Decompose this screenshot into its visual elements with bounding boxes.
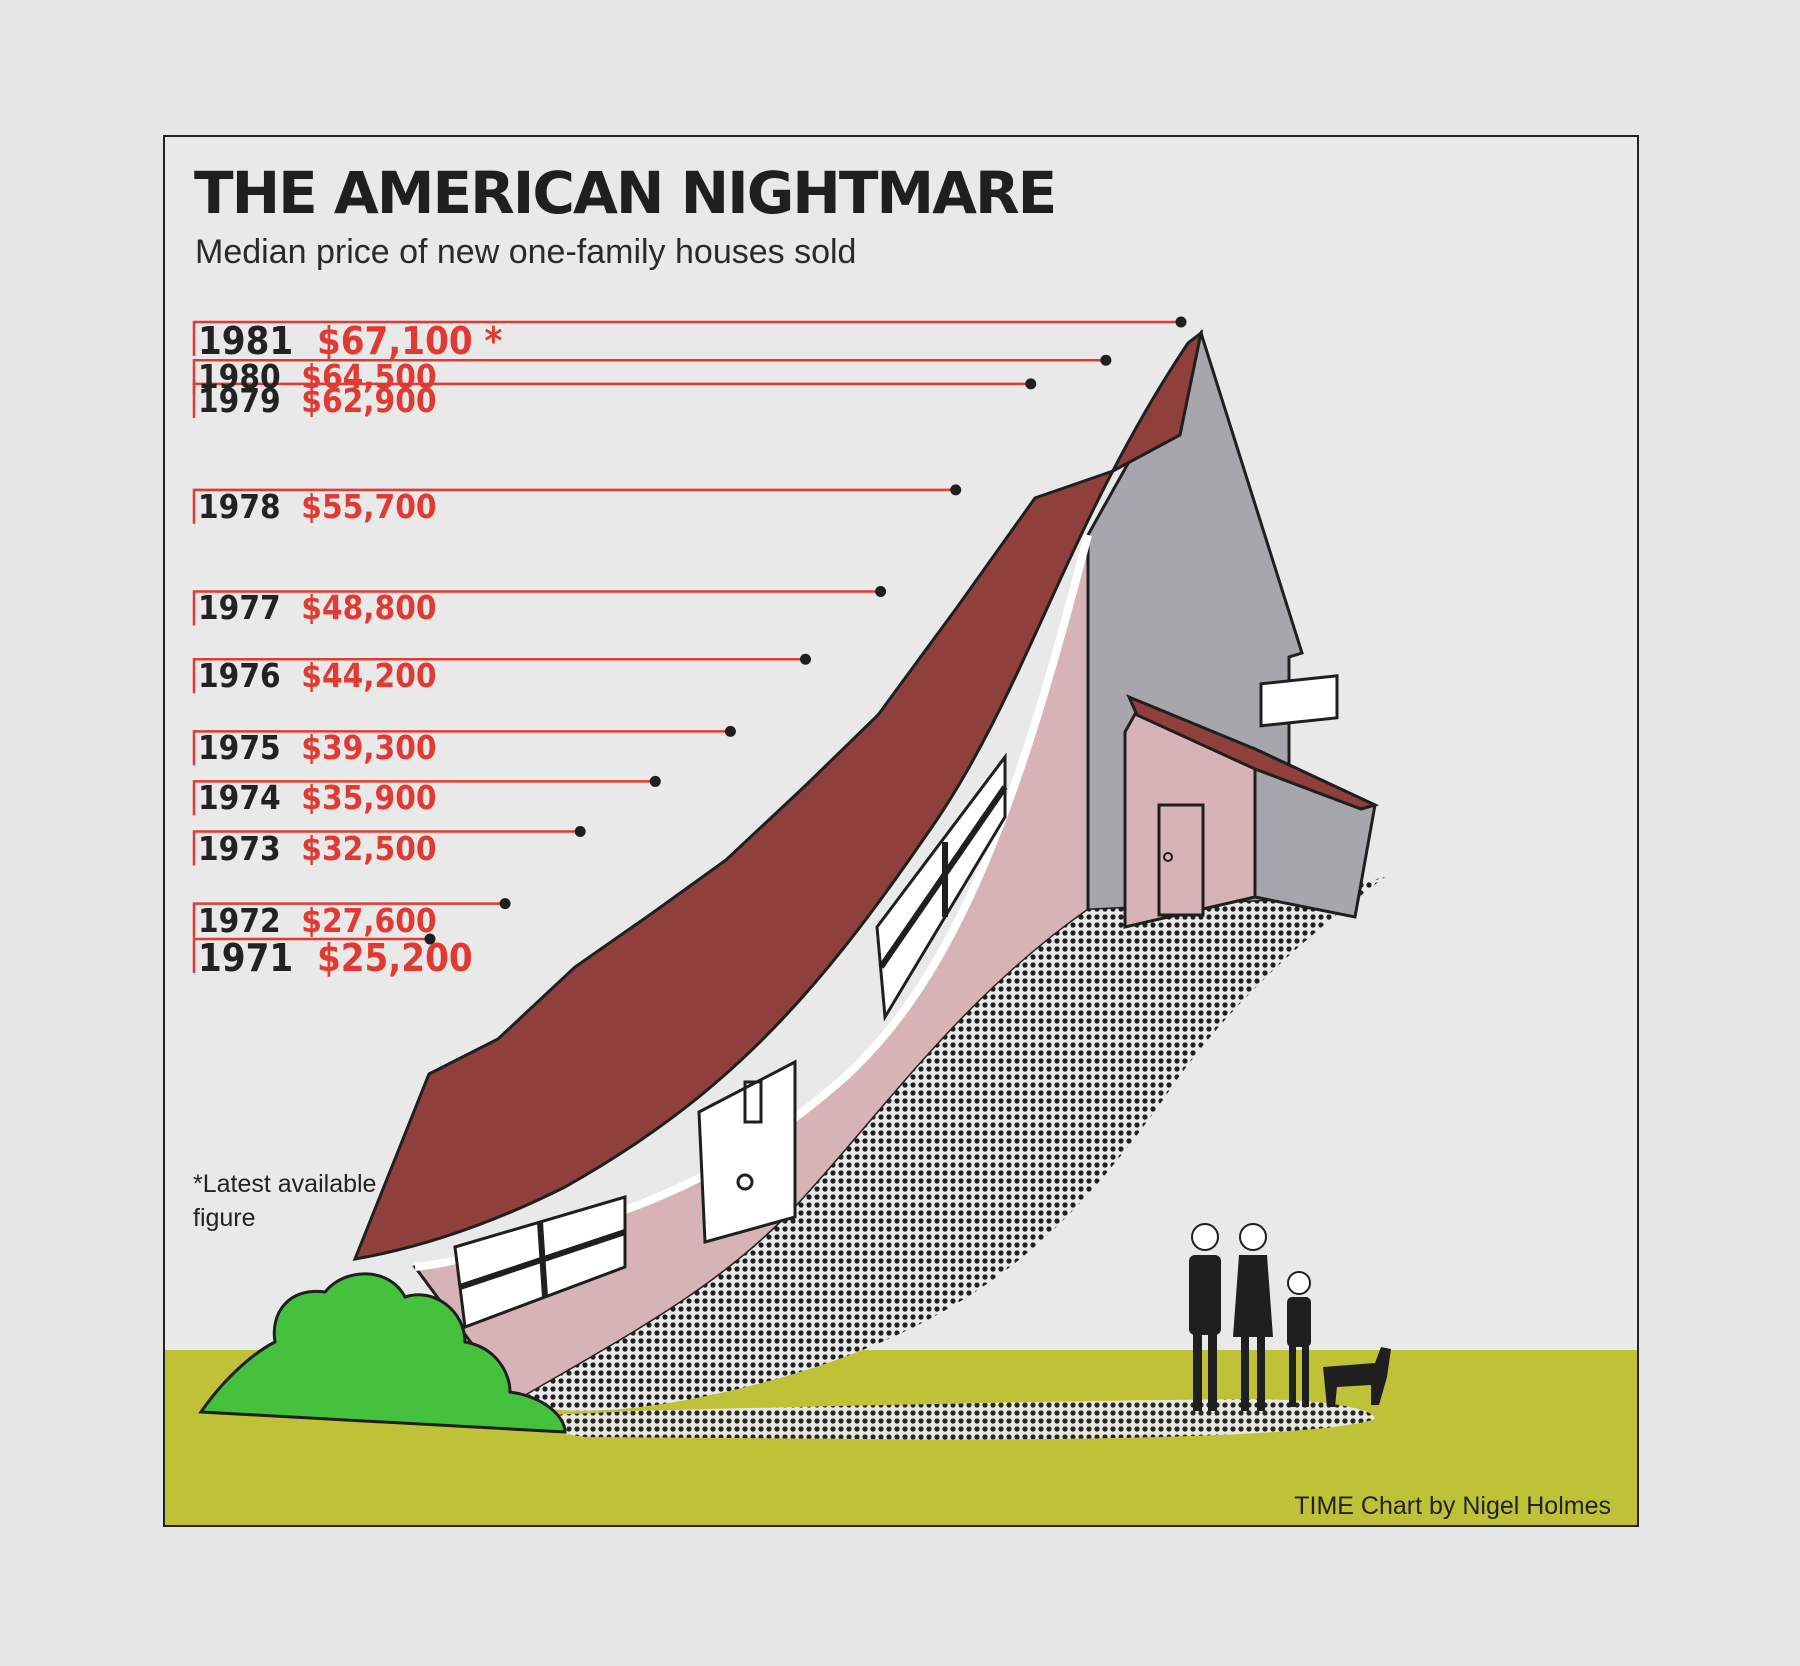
roof-point-1971 xyxy=(424,933,436,945)
leader-lines xyxy=(192,316,1187,973)
year-label: 1978 xyxy=(198,486,281,526)
year-price-label: 1972 $27,600 xyxy=(198,904,437,937)
chart-frame: THE AMERICAN NIGHTMARE Median price of n… xyxy=(163,135,1639,1527)
year-price-label: 1978 $55,700 xyxy=(198,490,437,523)
chart-credit: TIME Chart by Nigel Holmes xyxy=(1294,1492,1611,1520)
roof-point-1976 xyxy=(800,653,811,665)
year-label: 1979 xyxy=(198,380,281,420)
house-illustration xyxy=(165,316,1637,1525)
year-label: 1974 xyxy=(198,778,281,818)
price-label: $32,500 xyxy=(280,828,437,868)
price-label: $39,300 xyxy=(280,728,437,768)
bush-icon xyxy=(198,1272,567,1434)
year-price-label: 1974 $35,900 xyxy=(198,781,437,814)
house-roof xyxy=(352,329,1204,1261)
price-label: $62,900 xyxy=(280,380,437,420)
chart-title: THE AMERICAN NIGHTMARE xyxy=(194,159,1057,227)
price-label: $55,700 xyxy=(280,486,437,526)
porch-roof xyxy=(1126,694,1380,811)
price-label: $48,800 xyxy=(280,588,437,628)
front-window-small xyxy=(453,1194,627,1330)
roof-point-1972 xyxy=(499,898,511,910)
leader-line-1980 xyxy=(192,359,1106,395)
leader-line-1978 xyxy=(192,488,956,524)
year-price-label: 1980 $64,500 xyxy=(198,360,437,393)
roof-point-1978 xyxy=(950,484,962,496)
leader-line-1973 xyxy=(192,830,581,866)
leader-line-1971 xyxy=(192,937,430,973)
leader-line-1972 xyxy=(192,902,506,938)
roof-point-1973 xyxy=(574,826,586,838)
roof-point-1974 xyxy=(649,775,661,787)
family-with-dog-icon xyxy=(1189,1223,1391,1411)
roof-point-1977 xyxy=(875,585,887,597)
roof-point-1979 xyxy=(1025,378,1037,390)
year-price-label: 1971 $25,200 xyxy=(198,939,473,977)
front-door xyxy=(697,1059,797,1244)
leader-line-1977 xyxy=(192,590,881,626)
price-label: $27,600 xyxy=(280,900,437,940)
price-label: $25,200 xyxy=(293,936,473,980)
price-label: $35,900 xyxy=(280,778,437,818)
roof-point-1981 xyxy=(1175,316,1187,328)
roof-point-1980 xyxy=(1100,354,1112,366)
year-label: 1976 xyxy=(198,656,281,696)
price-label: $67,100 * xyxy=(293,319,503,363)
ground-shadow xyxy=(465,1399,1375,1440)
front-window-large xyxy=(875,752,1008,1022)
year-label: 1981 xyxy=(198,319,294,363)
year-label: 1980 xyxy=(198,357,281,397)
year-price-label: 1976 $44,200 xyxy=(198,659,437,692)
price-label: $64,500 xyxy=(280,357,437,397)
leader-line-1975 xyxy=(192,730,731,766)
year-label: 1972 xyxy=(198,900,281,940)
price-label: $44,200 xyxy=(280,656,437,696)
chart-subtitle: Median price of new one-family houses so… xyxy=(195,233,857,271)
year-price-label: 1975 $39,300 xyxy=(198,731,437,764)
leader-line-1976 xyxy=(192,657,806,694)
leader-line-1974 xyxy=(192,780,656,816)
year-price-label: 1973 $32,500 xyxy=(198,832,437,865)
year-label: 1971 xyxy=(198,936,294,980)
house-shadow xyxy=(515,877,1385,1411)
roof-point-1975 xyxy=(724,725,736,737)
year-label: 1977 xyxy=(198,588,281,628)
year-label: 1975 xyxy=(198,728,281,768)
year-label: 1973 xyxy=(198,828,281,868)
year-price-label: 1977 $48,800 xyxy=(198,591,437,624)
porch-window xyxy=(1259,674,1339,728)
year-price-label: 1981 $67,100 * xyxy=(198,322,502,360)
footnote: *Latest available figure xyxy=(193,1170,377,1232)
year-price-label: 1979 $62,900 xyxy=(198,384,437,417)
leader-line-1981 xyxy=(192,320,1181,356)
